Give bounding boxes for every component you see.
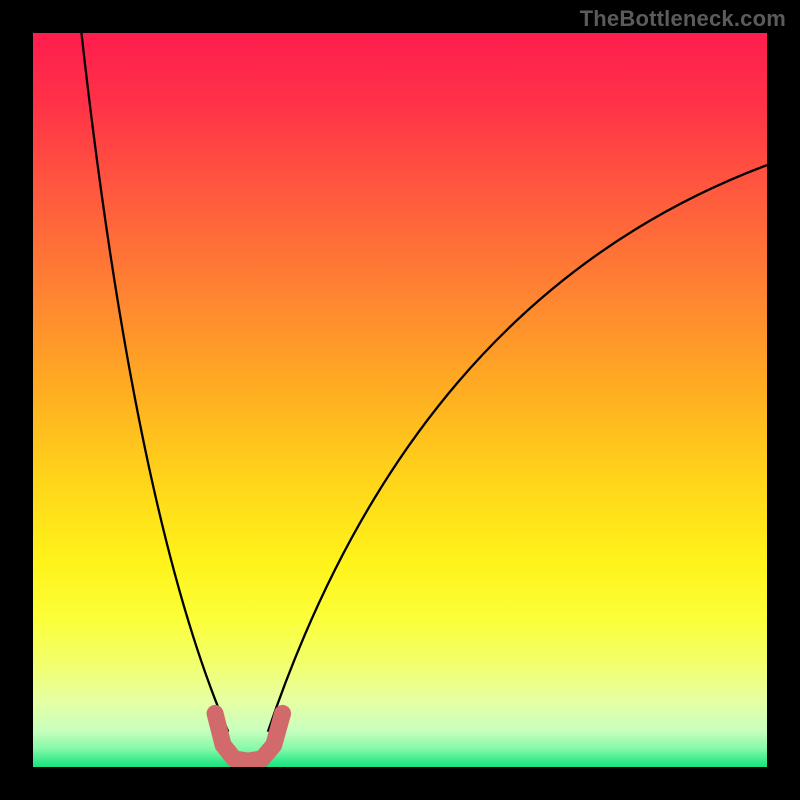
watermark-text: TheBottleneck.com	[580, 6, 786, 32]
accent-u-layer	[33, 33, 767, 767]
accent-u-polyline	[215, 713, 283, 761]
